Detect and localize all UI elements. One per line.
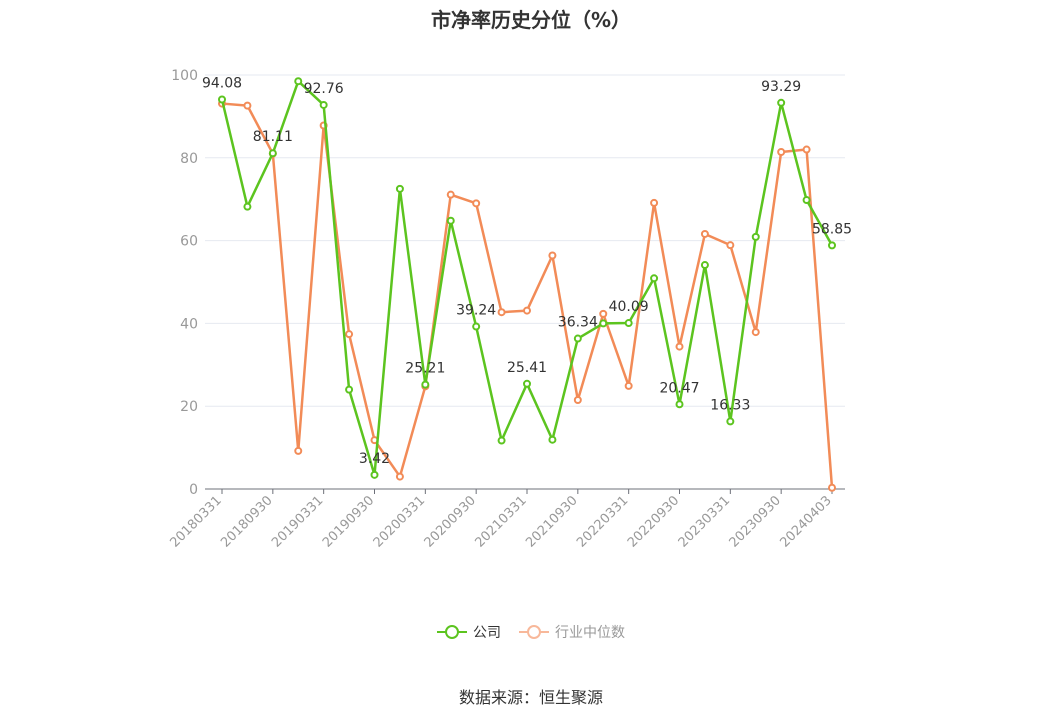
data-point-company (370, 470, 379, 479)
data-point-company (599, 319, 608, 328)
data-point-company (218, 95, 226, 104)
x-tick-label: 20230331 (676, 493, 733, 550)
x-tick-label: 20220930 (625, 493, 682, 550)
series-group (218, 77, 836, 492)
data-point-company (345, 385, 354, 394)
data-point-company (523, 379, 531, 388)
data-point-industry-median (345, 330, 354, 339)
data-label: 36.34 (558, 315, 598, 331)
data-point-industry-median (599, 309, 608, 318)
data-point-company (624, 319, 633, 328)
y-tick-label: 60 (180, 234, 198, 250)
data-point-company (828, 241, 836, 250)
y-tick-label: 20 (180, 399, 198, 415)
data-point-company (751, 232, 760, 241)
data-label: 94.08 (202, 76, 242, 92)
data-label: 16.33 (710, 397, 750, 413)
data-point-industry-median (446, 190, 455, 199)
data-label: 81.11 (253, 129, 293, 145)
data-point-company (243, 202, 252, 211)
data-point-industry-median (675, 342, 684, 351)
data-point-company (650, 274, 659, 283)
data-source: 数据来源：恒生聚源 (458, 688, 603, 707)
data-point-industry-median (548, 251, 557, 260)
data-point-industry-median (573, 395, 582, 404)
data-point-company (497, 436, 506, 445)
series-line-industry-median (221, 102, 834, 488)
x-tick-label: 20190930 (320, 493, 377, 550)
x-tick-label: 20220331 (574, 493, 631, 550)
x-tick-label: 20230930 (727, 493, 784, 550)
x-tick-label: 20200331 (371, 493, 428, 550)
y-tick-label: 100 (171, 68, 198, 84)
data-point-industry-median (751, 328, 760, 337)
x-tick-label: 20210930 (523, 493, 580, 550)
data-label: 3.42 (359, 451, 390, 467)
data-point-company (675, 400, 684, 409)
data-label: 58.85 (812, 221, 852, 237)
data-point-industry-median (777, 148, 786, 157)
data-point-company (268, 149, 277, 158)
legend-label-company: 公司 (473, 625, 501, 641)
data-point-company (446, 216, 455, 225)
data-point-company (319, 100, 328, 109)
x-tick-label: 20180930 (218, 493, 275, 550)
x-tick-label: 20190331 (269, 493, 326, 550)
chart-title: 市净率历史分位（%） (430, 8, 632, 32)
line-chart: 0 20 40 60 80 100 201803312018093020190331201… (167, 68, 852, 551)
legend-swatch-company (437, 622, 467, 642)
data-point-industry-median (472, 199, 481, 208)
data-label: 25.21 (405, 361, 445, 377)
data-label: 92.76 (304, 81, 344, 97)
data-point-company (421, 380, 430, 389)
x-tick-label: 20180331 (167, 493, 224, 550)
data-point-industry-median (828, 483, 836, 492)
legend-item-company[interactable]: 公司 (437, 622, 501, 642)
data-label: 25.41 (507, 360, 547, 376)
data-point-company (726, 417, 735, 426)
data-point-company (573, 334, 582, 343)
data-point-industry-median (497, 308, 506, 317)
data-label: 93.29 (761, 79, 801, 95)
x-tick-label: 20240403 (777, 493, 834, 550)
data-label: 39.24 (456, 303, 496, 319)
x-tick-label: 20200930 (422, 493, 479, 550)
y-tick-label: 80 (180, 151, 198, 167)
x-axis: 2018033120180930201903312019093020200331… (167, 488, 845, 551)
data-point-company (395, 184, 404, 193)
data-point-company (802, 196, 811, 205)
legend: 公司 行业中位数 (0, 622, 1062, 642)
data-point-company (700, 261, 709, 270)
data-point-industry-median (624, 381, 633, 390)
legend-item-industry-median[interactable]: 行业中位数 (519, 622, 625, 642)
data-point-industry-median (700, 229, 709, 238)
data-point-industry-median (395, 472, 404, 481)
data-point-industry-median (802, 145, 811, 154)
data-label: 20.47 (659, 380, 699, 396)
legend-label-industry-median: 行业中位数 (555, 625, 625, 641)
data-labels: 94.08 81.11 92.76 3.42 25.21 39.24 25.41 36.34 4… (202, 76, 852, 467)
y-axis: 0 20 40 60 80 100 (171, 68, 198, 498)
data-point-company (472, 322, 481, 331)
y-tick-label: 40 (180, 316, 198, 332)
data-point-company (294, 77, 303, 86)
legend-swatch-industry-median (519, 622, 549, 642)
data-point-industry-median (523, 306, 531, 315)
data-point-company (777, 98, 786, 107)
data-point-industry-median (243, 101, 252, 110)
data-point-industry-median (294, 446, 303, 455)
data-point-company (548, 435, 557, 444)
x-tick-label: 20210331 (472, 493, 529, 550)
data-point-industry-median (726, 241, 735, 250)
data-point-industry-median (650, 198, 659, 207)
grid-lines (205, 74, 845, 407)
y-tick-label: 0 (189, 482, 198, 498)
data-label: 40.09 (609, 299, 649, 315)
